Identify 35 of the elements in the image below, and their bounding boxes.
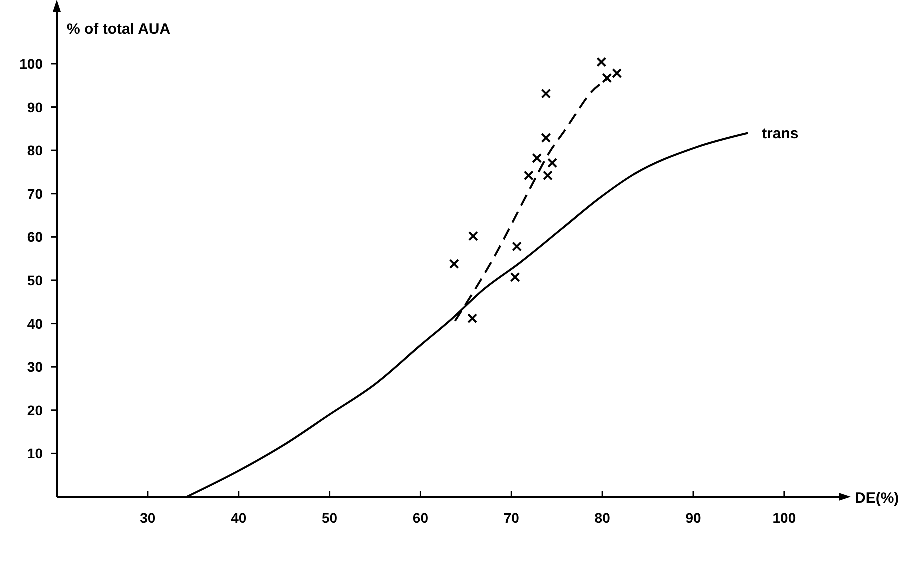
point (541, 88, 552, 99)
point (468, 231, 478, 242)
point (449, 259, 460, 270)
x-tick-label: 70 (504, 510, 520, 526)
x-tick-label: 100 (772, 510, 796, 526)
point (532, 153, 542, 164)
point (524, 170, 534, 181)
x-tick-label: 80 (594, 510, 611, 526)
point (510, 272, 520, 282)
series-label: trans (762, 125, 799, 142)
x-tick-label: 30 (140, 510, 156, 526)
x-axis-title: DE(%) (855, 490, 900, 507)
y-axis-title: % of total AUA (67, 21, 171, 38)
point (612, 68, 622, 78)
y-tick-label: 70 (27, 186, 44, 202)
point (468, 314, 478, 324)
point (548, 158, 558, 168)
y-tick-label: 100 (20, 56, 44, 72)
y-tick-label: 20 (27, 402, 44, 418)
point (512, 242, 522, 252)
x-tick-label: 90 (686, 510, 702, 526)
y-tick-label: 30 (27, 359, 44, 376)
y-tick-label: 10 (27, 446, 44, 462)
point (596, 57, 607, 68)
point (541, 133, 552, 144)
y-tick-label: 90 (27, 99, 44, 116)
y-tick-label: 80 (27, 142, 44, 159)
y-tick-label: 40 (27, 316, 44, 332)
x-tick-label: 40 (231, 510, 247, 526)
point (543, 170, 554, 181)
y-tick-label: 50 (27, 272, 44, 288)
x-tick-label: 50 (322, 510, 338, 526)
y-tick-label: 60 (27, 229, 44, 246)
x-tick-label: 60 (412, 510, 429, 526)
point (602, 73, 612, 84)
